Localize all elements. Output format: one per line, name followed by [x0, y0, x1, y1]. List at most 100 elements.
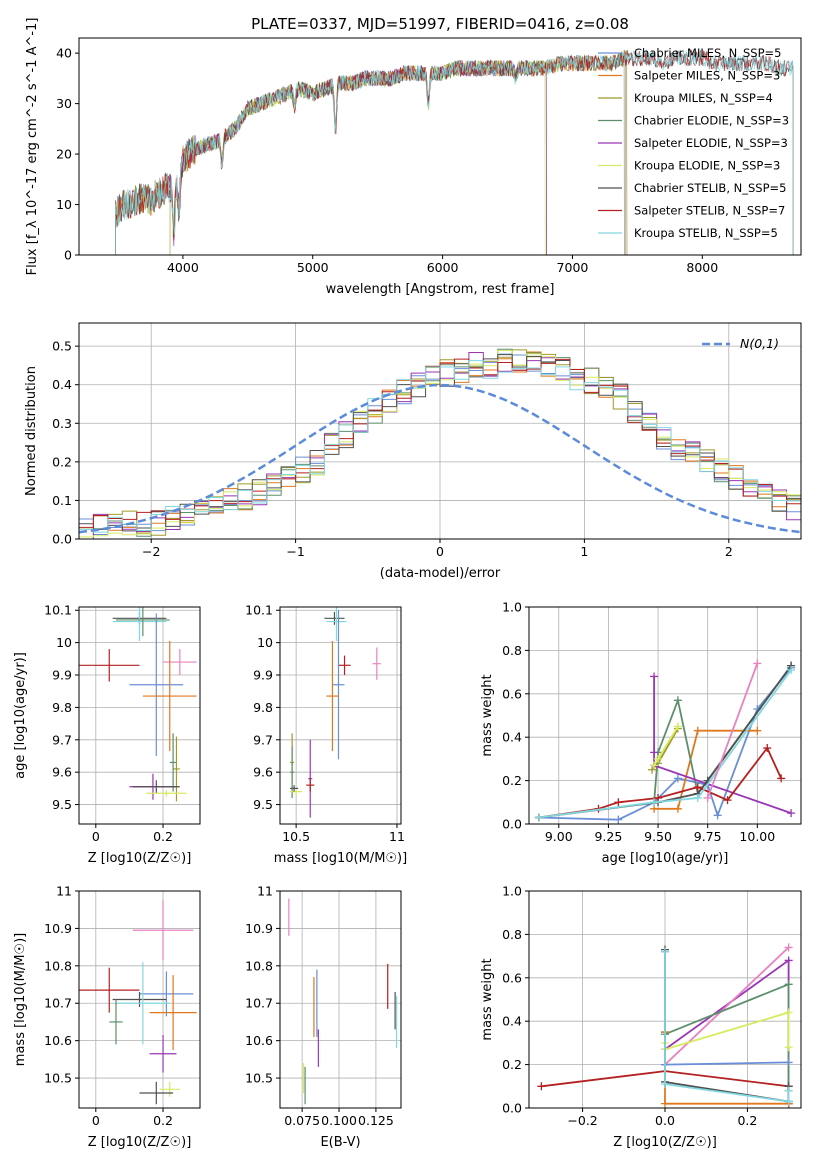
y-axis-label: age [log10(age/yr)] — [13, 652, 28, 779]
y-tick-label: 9.6 — [253, 765, 273, 780]
y-tick-label: 1.0 — [502, 884, 522, 899]
x-tick-label: 9.50 — [644, 829, 672, 844]
x-tick-label: 0 — [436, 544, 444, 559]
x-tick-label: 0.125 — [358, 1113, 394, 1128]
y-tick-label: 1.0 — [502, 600, 522, 615]
x-tick-label: 7000 — [557, 260, 589, 275]
weight-marker — [777, 774, 786, 783]
weight-marker — [537, 1082, 546, 1091]
weight-marker — [703, 793, 712, 802]
x-tick-label: 10.5 — [282, 829, 310, 844]
weight-marker — [784, 956, 793, 965]
x-tick-label: 1 — [580, 544, 588, 559]
age-vs-mass-panel: 10.5 11 9.5 9.6 9.7 9.8 9.9 10 10.1 mass [log10(M… — [245, 603, 407, 866]
weight-vs-Z-panel: −0.2 0.0 0.2 0.0 0.2 0.4 0.6 0.8 1.0 Z [log10(Z/Z… — [480, 884, 802, 1150]
weight-marker — [693, 783, 702, 792]
weight-line-1 — [654, 729, 758, 810]
y-tick-label: 9.7 — [52, 732, 72, 747]
y-axis-label: Normed distribution — [24, 366, 39, 496]
weight-marker — [661, 947, 669, 956]
weight-line-9 — [706, 663, 759, 799]
y-tick-label: 9.5 — [253, 797, 273, 812]
weight-marker — [650, 761, 659, 770]
y-tick-label: 11 — [56, 884, 72, 899]
weight-marker — [673, 696, 682, 705]
y-tick-label: 10.7 — [44, 996, 72, 1011]
weight-marker — [723, 796, 732, 805]
mass-vs-ebv-panel: 0.075 0.100 0.125 10.5 10.6 10.7 10.8 10.9 11 E(B… — [245, 884, 402, 1150]
x-tick-label: 0.100 — [321, 1113, 357, 1128]
y-tick-label: 40 — [56, 46, 72, 61]
legend-label: Kroupa ELODIE, N_SSP=3 — [634, 159, 780, 173]
x-tick-label: 0 — [92, 1113, 100, 1128]
histogram-7 — [79, 358, 801, 539]
y-tick-label: 0.0 — [502, 1101, 522, 1116]
x-tick-label: 10.00 — [739, 829, 775, 844]
weight-marker — [784, 1008, 793, 1017]
weight-marker — [693, 793, 702, 802]
y-tick-label: 10.6 — [44, 1033, 72, 1048]
mass-vs-ebv-frame — [279, 890, 402, 1109]
weight-marker — [784, 1097, 793, 1106]
y-tick-label: 0.2 — [502, 773, 522, 788]
y-tick-label: 10.8 — [245, 958, 273, 973]
y-tick-label: 0.4 — [502, 1014, 522, 1029]
y-tick-label: 10.9 — [44, 921, 72, 936]
x-tick-label: 0.075 — [284, 1113, 320, 1128]
weight-line-5 — [664, 1061, 789, 1066]
y-tick-label: 9.9 — [52, 668, 72, 683]
x-axis-label: Z [log10(Z/Z☉)] — [88, 851, 192, 866]
x-tick-label: 0 — [92, 829, 100, 844]
weight-marker — [784, 980, 793, 989]
x-tick-label: 0.2 — [153, 829, 173, 844]
legend-label: Kroupa STELIB, N_SSP=5 — [634, 226, 778, 240]
weight-marker — [673, 722, 682, 731]
x-tick-label: 11 — [389, 829, 405, 844]
weight-line-7 — [538, 746, 782, 819]
y-tick-label: 10.9 — [245, 921, 273, 936]
weight-marker — [787, 665, 796, 674]
age-vs-Z-frame — [78, 606, 201, 825]
weight-marker — [784, 1086, 793, 1095]
y-tick-label: 0.8 — [502, 643, 522, 658]
weight-marker — [784, 943, 793, 952]
x-tick-label: 9.25 — [594, 829, 622, 844]
y-tick-label: 10.5 — [245, 1071, 273, 1086]
residual-hist-plot-area — [79, 348, 801, 539]
y-tick-label: 0.0 — [502, 817, 522, 832]
x-tick-label: 0.2 — [153, 1113, 173, 1128]
y-tick-label: 0 — [64, 248, 72, 263]
y-tick-label: 9.9 — [253, 668, 273, 683]
y-tick-label: 0.8 — [502, 927, 522, 942]
weight-marker — [614, 815, 623, 824]
y-tick-label: 9.5 — [52, 797, 72, 812]
x-tick-label: 6000 — [427, 260, 459, 275]
legend-label: Chabrier STELIB, N_SSP=5 — [634, 181, 786, 195]
weight-marker — [713, 811, 722, 820]
residual-hist-panel: −2 −1 0 1 2 0.0 0.1 0.2 0.3 0.4 0.5 (data-model)/er… — [24, 322, 802, 581]
weight-marker — [650, 798, 659, 807]
x-axis-label: age [log10(age/yr)] — [602, 851, 729, 866]
age-vs-mass-plot-area — [290, 607, 381, 818]
weight-marker — [784, 1058, 793, 1067]
age-vs-Z-panel: 0 0.2 9.5 9.6 9.7 9.8 9.9 10 10.1 Z [log10(Z/Z☉)]… — [13, 603, 201, 866]
x-axis-label: Z [log10(Z/Z☉)] — [613, 1135, 717, 1150]
age-vs-Z-plot-area — [79, 607, 197, 802]
x-tick-label: 5000 — [297, 260, 329, 275]
weight-line-8 — [538, 669, 792, 819]
mass-vs-ebv-plot-area — [288, 898, 398, 1105]
legend-label: N(0,1) — [740, 336, 779, 351]
weight-marker — [661, 1080, 669, 1089]
weight-marker — [534, 813, 543, 822]
weight-marker — [784, 1043, 793, 1052]
x-tick-label: 0.0 — [655, 1113, 675, 1128]
weight-marker — [654, 754, 663, 763]
y-tick-label: 10.1 — [44, 603, 72, 618]
weight-marker — [693, 726, 702, 735]
x-tick-label: 9.75 — [694, 829, 722, 844]
legend-label: Salpeter STELIB, N_SSP=7 — [634, 204, 785, 218]
x-tick-label: 8000 — [686, 260, 718, 275]
y-tick-label: 0.3 — [52, 416, 72, 431]
